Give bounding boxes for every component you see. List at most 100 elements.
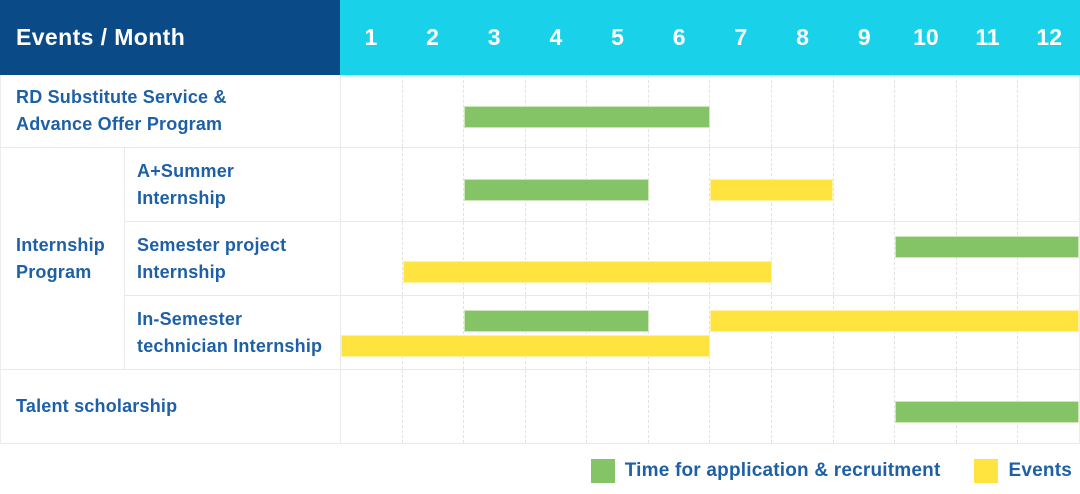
grid-cell bbox=[709, 75, 771, 147]
group-rows: A+Summer Internship Semester project Int… bbox=[125, 148, 1079, 369]
application-bar bbox=[464, 310, 649, 332]
table-row: Talent scholarship bbox=[1, 369, 1079, 443]
month-label: 7 bbox=[734, 24, 748, 50]
grid-cell bbox=[647, 370, 710, 443]
grid-cell bbox=[771, 370, 833, 443]
row-label: A+Summer Internship bbox=[125, 148, 341, 221]
month-label: 1 bbox=[364, 24, 378, 50]
grid-cell bbox=[401, 148, 464, 221]
row-label-line: Semester project bbox=[137, 234, 287, 255]
grid-cell bbox=[709, 222, 771, 295]
grid-cell bbox=[341, 75, 402, 147]
grid-cell bbox=[1017, 222, 1079, 295]
event-bar bbox=[710, 179, 833, 201]
month-label: 10 bbox=[913, 24, 939, 50]
month-label: 12 bbox=[1036, 24, 1063, 50]
month-header: 1 2 3 4 5 6 7 8 9 10 11 12 bbox=[340, 0, 1080, 75]
application-bar bbox=[894, 401, 1079, 423]
row-label-line: RD Substitute Service & bbox=[16, 87, 227, 107]
row-label-line: Internship bbox=[137, 187, 227, 208]
row-label-line: technician Internship bbox=[137, 335, 323, 356]
grid-cell bbox=[463, 148, 525, 221]
application-swatch-icon bbox=[590, 459, 615, 483]
row-label: Talent scholarship bbox=[1, 370, 341, 443]
grid-cell bbox=[894, 296, 956, 369]
month-label: 9 bbox=[857, 24, 871, 50]
grid-cell bbox=[647, 296, 710, 369]
row-track bbox=[341, 296, 1079, 369]
event-bar bbox=[341, 335, 710, 357]
grid-cell bbox=[401, 370, 464, 443]
grid-cell bbox=[341, 148, 402, 221]
grid-cell bbox=[955, 148, 1018, 221]
row-group-label: Internship Program bbox=[1, 148, 125, 369]
gantt-table: Events / Month 1 2 3 4 5 6 7 8 9 10 11 12 RD Substi… bbox=[0, 0, 1080, 483]
application-bar bbox=[894, 236, 1079, 258]
grid-cell bbox=[832, 75, 895, 147]
month-label: 11 bbox=[975, 24, 1000, 50]
corner-header-label: Events / Month bbox=[16, 24, 186, 50]
grid-cell bbox=[341, 370, 402, 443]
row-label: Semester project Internship bbox=[125, 222, 341, 295]
grid-cell bbox=[832, 296, 895, 369]
grid-cell bbox=[586, 222, 648, 295]
group-label-line: Internship bbox=[16, 234, 106, 255]
row-label-line: A+Summer bbox=[137, 160, 235, 181]
grid-cell bbox=[955, 222, 1018, 295]
row-label-line: Advance Offer Program bbox=[16, 114, 223, 134]
month-label: 2 bbox=[426, 24, 439, 50]
grid-cell bbox=[894, 222, 956, 295]
month-label: 6 bbox=[672, 24, 686, 50]
application-bar bbox=[464, 179, 649, 201]
table-row: In-Semester technician Internship bbox=[125, 295, 1079, 369]
grid-cell bbox=[524, 370, 587, 443]
table-row: RD Substitute Service & Advance Offer Pr… bbox=[1, 75, 1079, 147]
grid-cell bbox=[709, 296, 771, 369]
grid-cell bbox=[1017, 296, 1079, 369]
month-label: 4 bbox=[549, 24, 563, 50]
grid-cell bbox=[524, 222, 587, 295]
row-group: Internship Program A+Summer Internship S… bbox=[1, 147, 1079, 369]
grid-cell bbox=[832, 148, 895, 221]
table-body: RD Substitute Service & Advance Offer Pr… bbox=[0, 75, 1080, 444]
table-row: Semester project Internship bbox=[125, 221, 1079, 295]
event-bar bbox=[710, 310, 1079, 332]
month-label: 5 bbox=[611, 24, 624, 50]
grid-cell bbox=[709, 148, 771, 221]
row-track bbox=[341, 75, 1079, 147]
application-bar bbox=[464, 106, 710, 128]
grid-cell bbox=[401, 222, 464, 295]
legend-label: Events bbox=[1008, 460, 1072, 481]
row-track bbox=[341, 222, 1079, 295]
row-track bbox=[341, 370, 1079, 443]
grid-cell bbox=[647, 148, 710, 221]
grid-cell bbox=[709, 370, 771, 443]
legend-item-application: Time for application & recruitment bbox=[590, 459, 941, 483]
grid-cell bbox=[586, 370, 648, 443]
row-label-line: Talent scholarship bbox=[16, 396, 178, 416]
grid-cell bbox=[463, 370, 525, 443]
group-label-line: Program bbox=[16, 261, 92, 282]
grid-cell bbox=[771, 75, 833, 147]
legend-label: Time for application & recruitment bbox=[624, 460, 941, 481]
grid-cell bbox=[894, 75, 956, 147]
grid-cell bbox=[832, 370, 895, 443]
row-label-line: In-Semester bbox=[137, 308, 243, 329]
grid-cell bbox=[463, 75, 525, 147]
legend: Time for application & recruitment Event… bbox=[0, 459, 1080, 483]
grid-cell bbox=[463, 222, 525, 295]
grid-cell bbox=[463, 296, 525, 369]
grid-cell bbox=[586, 296, 648, 369]
event-bar bbox=[402, 261, 772, 283]
grid-cell bbox=[401, 75, 464, 147]
grid-cell bbox=[524, 296, 587, 369]
grid-cell bbox=[341, 222, 402, 295]
month-label: 8 bbox=[796, 24, 809, 50]
grid-cell bbox=[832, 222, 895, 295]
row-label-line: Internship bbox=[137, 261, 227, 282]
legend-item-events: Events bbox=[974, 459, 1072, 483]
table-header: Events / Month 1 2 3 4 5 6 7 8 9 10 11 12 bbox=[0, 0, 1080, 75]
grid-cell bbox=[401, 296, 464, 369]
grid-cell bbox=[955, 296, 1018, 369]
table-row: A+Summer Internship bbox=[125, 148, 1079, 221]
